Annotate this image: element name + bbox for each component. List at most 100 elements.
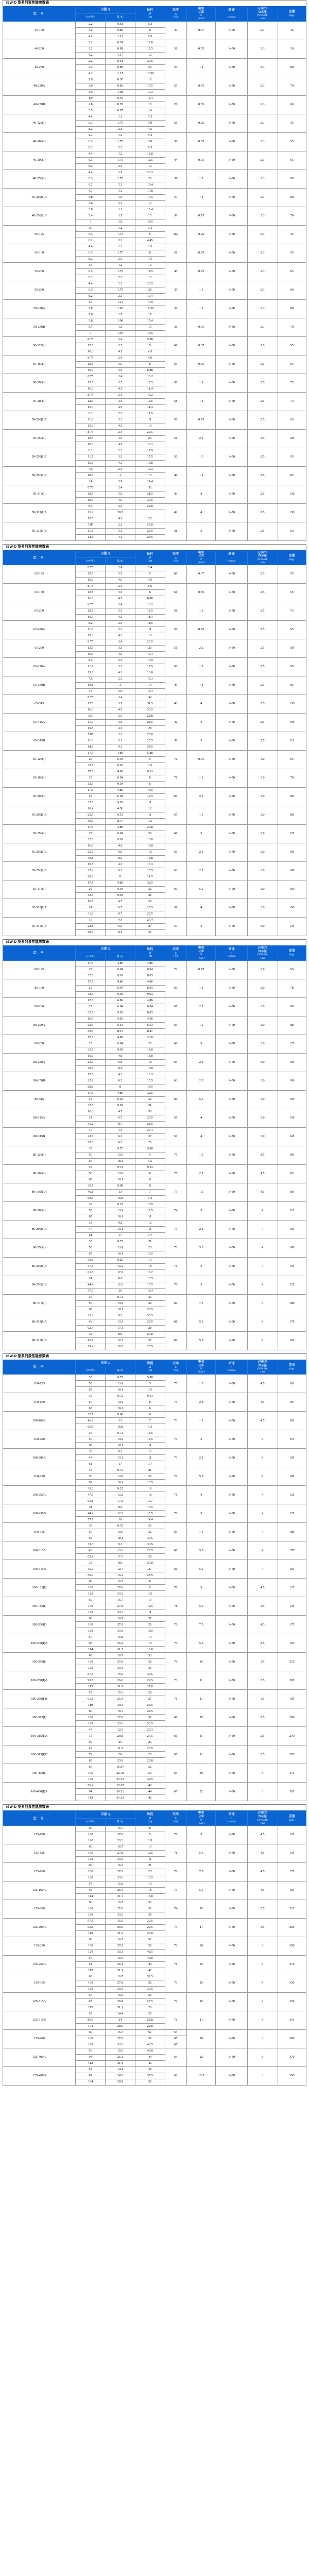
cell-head: 8: [134, 361, 165, 368]
cell-speed: 1450: [215, 713, 248, 733]
cell-flow-ls: 15.9: [105, 1671, 135, 1678]
cell-efficiency: 73: [164, 1219, 187, 1239]
cell-head: 9.13: [134, 1393, 165, 1400]
cell-efficiency: 51: [164, 639, 187, 658]
cell-flow-ls: 6.6: [105, 849, 135, 856]
table-row: 12.5 3.5 8: [3, 361, 306, 368]
cell-model: 65-160(I): [2, 769, 76, 788]
cell-flow-ls: 3.3: [105, 626, 135, 634]
cell-npsh: 4: [247, 1992, 278, 2012]
cell-flow-m3h: 46.8: [75, 1417, 106, 1425]
cell-head: 17: [134, 200, 165, 207]
cell-weight: 70: [277, 76, 307, 96]
cell-flow-m3h: 31.2: [75, 1121, 106, 1128]
table-row: 40-250(I) 4.4 1.2 20.3 39 1.5 1450 2.3 90: [2, 169, 307, 189]
cell-efficiency: 72: [164, 750, 187, 770]
cell-flow-m3h: 120: [75, 1590, 106, 1598]
cell-npsh: 2.5: [247, 429, 278, 448]
cell-weight: 80: [277, 58, 307, 77]
cell-speed: 1450: [215, 2029, 248, 2049]
cell-flow-ls: 9.03: [105, 1102, 135, 1109]
table-row: 11.7 3.3 17.5: [3, 664, 306, 671]
cell-head: 25.5: [134, 1702, 165, 1709]
cell-flow-m3h: 3.8: [75, 206, 106, 213]
cell-weight: 65: [277, 150, 307, 170]
table-row: 7 1.94 14.5: [3, 330, 306, 337]
cell-flow-ls: 8.7: [105, 911, 135, 918]
table-row: 65-250(I) 17.5 4.86 20.8 66 3 1450 3.0 125: [2, 824, 307, 844]
cell-flow-m3h: 62.4: [75, 1553, 106, 1561]
cell-head: 15.4: [134, 95, 165, 102]
cell-flow-m3h: 8.3: [75, 713, 106, 720]
cell-flow-m3h: 52: [75, 2011, 106, 2018]
cell-speed: 1450: [215, 843, 248, 862]
col-header-flow-m3h: (m³/h): [75, 1367, 106, 1375]
cell-flow-m3h: 2.0: [75, 76, 106, 83]
cell-flow-m3h: 60: [75, 1825, 106, 1833]
cell-model: 125-250A: [2, 1955, 76, 1975]
cell-efficiency: 66: [164, 1560, 187, 1579]
cell-flow-ls: 3.5: [105, 379, 135, 386]
cell-head: 30: [134, 1912, 165, 1919]
cell-flow-ls: 4.1: [105, 534, 135, 541]
pump-performance-table: ISW-D 型系列泵性能参数表型 号流量 Q 扬程 H (m) 效率 η (%) 电机 功率 P(…: [2, 939, 307, 1350]
cell-speed: 1450: [215, 113, 248, 133]
cell-model: 100-200(I)A: [2, 1634, 76, 1653]
table-row: 100-125 35 9.72 5.88 75 1.5 1450 4.5 80: [2, 1374, 307, 1394]
cell-head: 37.5: [134, 2073, 165, 2080]
cell-flow-ls: 33.3: [105, 1590, 135, 1598]
cell-head: 5.4: [134, 565, 165, 572]
cell-flow-ls: 13: [105, 1189, 135, 1196]
cell-head: 30: [134, 899, 165, 906]
cell-npsh: 4.5: [247, 1881, 278, 1901]
col-header-flow-m3h: (m³/h): [75, 557, 106, 566]
cell-flow-m3h: 4.2: [75, 70, 106, 77]
cell-speed: 1450: [215, 503, 248, 522]
cell-weight: 365: [277, 1782, 307, 1802]
cell-head: 18: [134, 1059, 165, 1066]
cell-weight: 130: [277, 694, 307, 714]
cell-efficiency: 66: [164, 565, 187, 584]
cell-flow-m3h: 4.4: [75, 169, 106, 176]
table-row: 5.8 1.45 17.58: [3, 305, 306, 312]
cell-flow-m3h: 31: [75, 1504, 106, 1511]
cell-flow-ls: 4.3: [105, 422, 135, 430]
cell-flow-ls: 31.1: [105, 2005, 135, 2012]
cell-flow-ls: 27.8: [105, 1869, 135, 1876]
cell-speed: 1450: [215, 373, 248, 393]
cell-power: 3: [186, 1034, 216, 1054]
table-row: 65-200 8.75 2.4 13.2 58 1.1 1450 2.5 73: [2, 602, 307, 621]
cell-npsh: 2.3: [247, 150, 278, 170]
cell-flow-m3h: 120: [75, 1776, 106, 1783]
cell-power: 2.2: [186, 1448, 216, 1468]
table-row: 100-160(I) 60 16.7 13 78 5.5 1450 4.5 145: [2, 1597, 307, 1616]
cell-flow-m3h: 11.3: [75, 528, 106, 535]
cell-model: 125-160: [2, 1862, 76, 1882]
cell-flow-m3h: 112: [75, 2060, 106, 2067]
cell-flow-m3h: 104: [75, 2023, 106, 2030]
cell-npsh: 2.3: [247, 317, 278, 337]
cell-efficiency: 78: [164, 1844, 187, 1863]
col-header-power: 电机 功率 P (KW): [186, 550, 216, 566]
cell-speed: 1450: [215, 150, 248, 170]
cell-speed: 1450: [215, 447, 248, 467]
table-row: 8.2 2.3 4.5: [3, 126, 306, 133]
cell-flow-m3h: 113: [75, 1794, 106, 1802]
cell-power: 30: [186, 2029, 216, 2049]
table-row: 50-315(I) 8.75 2.4 32 43 4 1450 2.5 130: [2, 484, 307, 504]
cell-head: 12.5: [134, 1850, 165, 1857]
cell-power: 2.2: [186, 1071, 216, 1091]
cell-flow-m3h: 75: [75, 1733, 106, 1740]
cell-speed: 1450: [215, 410, 248, 430]
cell-flow-ls: 2.3: [105, 256, 135, 263]
cell-flow-ls: 2.4: [105, 639, 135, 646]
table-row: 61.8 17.2 16.7: [3, 1269, 306, 1276]
table-row: 6.3 1.75 8: [3, 249, 306, 257]
cell-flow-ls: 3.5: [105, 589, 135, 597]
cell-flow-ls: 27.8: [105, 1603, 135, 1610]
cell-model: 80-315B: [2, 1127, 76, 1146]
cell-power: 3: [186, 1578, 216, 1598]
cell-weight: 46: [277, 21, 307, 40]
pump-spec-page: ISW-D 型系列泵性能参数表型 号流量 Q 扬程 H (m) 效率 η (%) 电机 功率 P(…: [2, 0, 307, 2086]
cell-head: 30.5: [134, 1986, 165, 1993]
